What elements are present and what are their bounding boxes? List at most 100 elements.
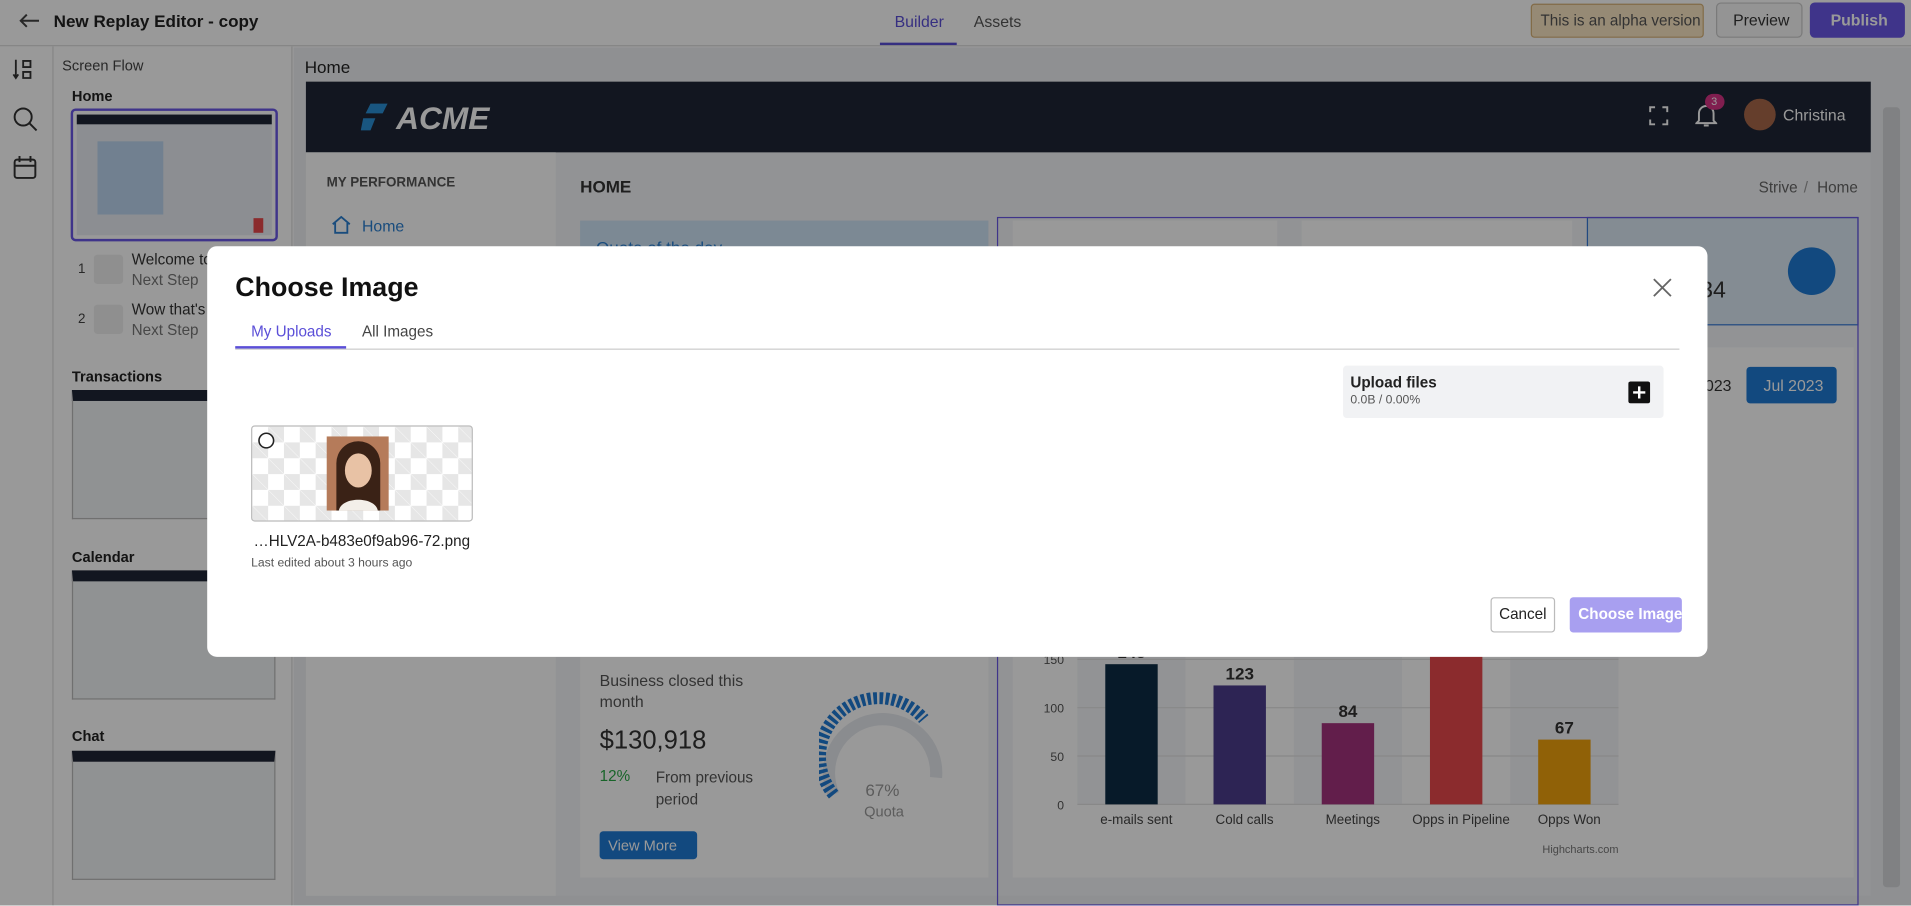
step-text[interactable]: Welcome to (131, 251, 212, 269)
period-label: Jul 2023 (1763, 376, 1824, 395)
x-tick-label: Meetings (1326, 812, 1381, 827)
view-more-button[interactable] (599, 831, 698, 860)
preview-label: Preview (1733, 10, 1790, 30)
x-tick-label: Opps in Pipeline (1412, 812, 1510, 827)
step-text[interactable]: Wow that's (131, 301, 206, 319)
screen-name[interactable]: Transactions (71, 368, 163, 386)
logo-mark (360, 103, 388, 131)
x-tick-label: Opps Won (1538, 812, 1601, 827)
modal-title: Choose Image (235, 271, 419, 303)
value-label: 84 (1338, 702, 1357, 721)
modal-tab[interactable]: All Images (361, 322, 434, 341)
back-icon[interactable] (17, 11, 41, 31)
alpha-badge (1530, 3, 1704, 38)
bar (1213, 685, 1266, 805)
business-title: Business closed this month (599, 671, 744, 711)
publish-button[interactable] (1809, 2, 1905, 38)
value-label: 67 (1555, 719, 1574, 738)
user-name[interactable]: Christina (1783, 106, 1846, 125)
app-header (305, 81, 1871, 153)
upload-label: Upload files (1350, 374, 1437, 392)
value-label: 123 (1225, 664, 1253, 683)
thumbnail-image (253, 218, 264, 233)
step-icon (93, 304, 124, 334)
gauge-label: 67% (865, 780, 900, 800)
home-icon (332, 215, 351, 234)
dollar-icon (1787, 247, 1836, 295)
search-icon[interactable] (12, 106, 39, 133)
notification-badge (1705, 93, 1725, 110)
tab[interactable]: Builder (894, 12, 944, 31)
view-more-label: View More (608, 837, 677, 855)
bar (1105, 664, 1158, 805)
choose-button[interactable] (1569, 597, 1682, 633)
thumbnail-image (76, 114, 272, 236)
step-number: 2 (78, 312, 86, 327)
tab-indicator (235, 346, 347, 349)
x-tick-label: e-mails sent (1100, 812, 1172, 827)
business-change: 12% (599, 767, 631, 785)
y-tick-label: 0 (1057, 798, 1064, 812)
close-icon[interactable] (1653, 278, 1673, 298)
period-text: 023 (1705, 376, 1732, 395)
bar (1538, 739, 1591, 805)
gauge-caption: Quota (864, 803, 904, 821)
step-number: 1 (78, 262, 86, 277)
upload-box[interactable] (1343, 365, 1664, 419)
y-tick-label: 50 (1050, 750, 1064, 764)
breadcrumb: Home (1817, 179, 1858, 197)
page-title: HOME (580, 176, 632, 197)
panel-title: Screen Flow (62, 57, 144, 75)
breadcrumb-separator: / (1803, 179, 1808, 197)
file-image (326, 436, 389, 511)
bar (1321, 723, 1375, 805)
fullscreen-icon[interactable] (1649, 106, 1669, 126)
screen-name[interactable]: Home (71, 87, 113, 105)
screen-name[interactable]: Calendar (71, 548, 135, 566)
upload-progress: 0.0B / 0.00% (1350, 393, 1421, 408)
bar (1429, 649, 1483, 805)
menu-item[interactable]: Home (361, 216, 405, 236)
tab-indicator (879, 42, 957, 46)
notification-count: 3 (1711, 95, 1718, 108)
file-edited: Last edited about 3 hours ago (251, 556, 413, 571)
tab[interactable]: Assets (973, 12, 1022, 31)
alpha-text: This is an alpha version (1540, 12, 1701, 30)
step-icon (93, 254, 124, 284)
tab-divider (235, 348, 1680, 350)
screen-thumbnail[interactable] (71, 750, 276, 880)
step-sub: Next Step (131, 321, 199, 339)
flow-icon[interactable] (12, 57, 39, 81)
cancel-label: Cancel (1499, 605, 1547, 623)
upload-plus-icon[interactable] (1628, 381, 1651, 404)
publish-label: Publish (1830, 10, 1888, 30)
menu-heading: MY PERFORMANCE (326, 175, 456, 191)
file-name: …HLV2A-b483e0f9ab96-72.png (253, 532, 471, 550)
preview-button[interactable] (1716, 2, 1803, 38)
chart-credit: Highcharts.com (1542, 844, 1618, 856)
quota-gauge (819, 692, 943, 799)
canvas-label: Home (304, 57, 351, 77)
x-tick-label: Cold calls (1216, 812, 1274, 827)
avatar[interactable] (1744, 98, 1776, 131)
business-amount: $130,918 (599, 726, 707, 755)
cancel-button[interactable] (1490, 597, 1556, 633)
modal-tab[interactable]: My Uploads (251, 322, 332, 341)
editor-title: New Replay Editor - copy (53, 10, 259, 31)
y-tick-label: 100 (1044, 702, 1065, 716)
calendar-icon[interactable] (12, 155, 39, 182)
screen-name[interactable]: Chat (71, 727, 105, 745)
business-change-note: From previous period (655, 769, 754, 809)
screen-thumbnail[interactable] (70, 108, 278, 242)
step-sub: Next Step (131, 271, 199, 289)
icon-rail (0, 46, 54, 906)
choose-label: Choose Image (1578, 605, 1683, 623)
file-radio[interactable] (257, 431, 275, 449)
breadcrumb[interactable]: Strive (1758, 179, 1798, 197)
scrollbar[interactable] (1882, 107, 1901, 888)
period-button[interactable] (1746, 366, 1837, 404)
logo-text: ACME (396, 99, 490, 137)
thumbnail-image (97, 141, 164, 215)
